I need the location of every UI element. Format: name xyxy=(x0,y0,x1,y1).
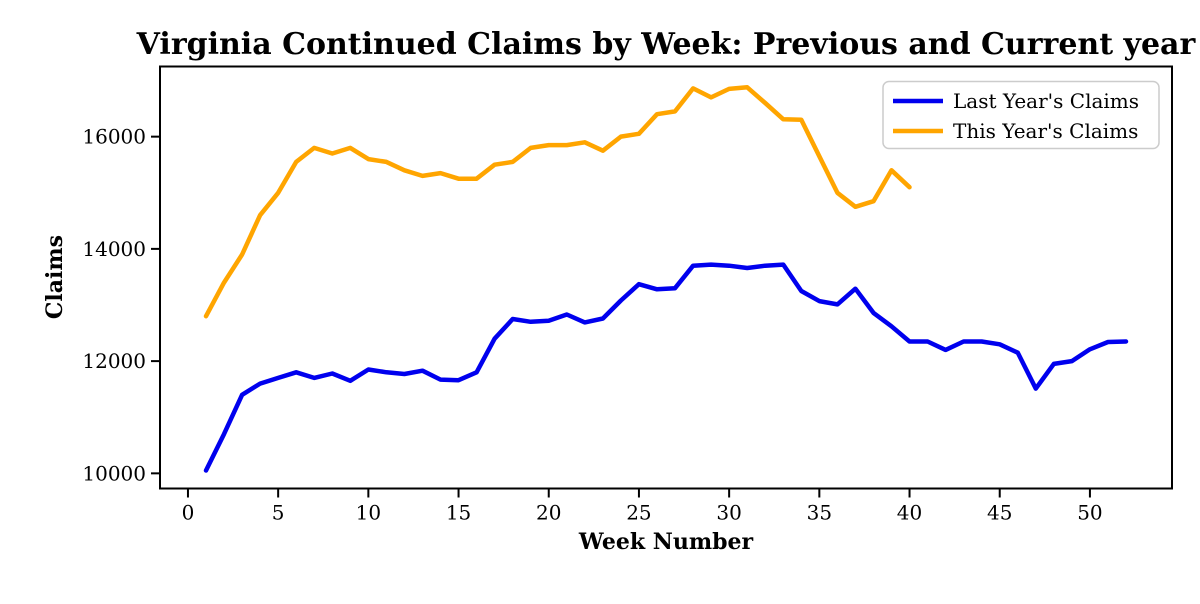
y-axis-label: Claims xyxy=(42,235,68,319)
y-tick-label: 10000 xyxy=(82,461,146,485)
x-tick-label: 25 xyxy=(626,501,651,525)
x-tick-label: 35 xyxy=(807,501,832,525)
x-tick-label: 45 xyxy=(987,501,1012,525)
x-tick-label: 15 xyxy=(446,501,471,525)
y-axis-ticks: 10000 12000 14000 16000 xyxy=(82,125,160,485)
x-tick-label: 50 xyxy=(1077,501,1102,525)
x-axis-label: Week Number xyxy=(578,529,754,555)
y-tick-label: 16000 xyxy=(82,125,146,149)
x-tick-label: 0 xyxy=(182,501,195,525)
plot-area xyxy=(159,65,1173,490)
legend-label-last-year: Last Year's Claims xyxy=(953,89,1139,113)
x-tick-label: 40 xyxy=(897,501,922,525)
y-tick-label: 12000 xyxy=(82,349,146,373)
series-line-last-year xyxy=(203,262,1129,473)
x-tick-label: 30 xyxy=(716,501,741,525)
legend: Last Year's Claims This Year's Claims xyxy=(882,80,1160,150)
x-tick-label: 10 xyxy=(356,501,381,525)
series-line-this-year xyxy=(203,85,912,319)
legend-box xyxy=(882,80,1160,150)
legend-label-this-year: This Year's Claims xyxy=(953,119,1138,143)
x-tick-label: 20 xyxy=(536,501,561,525)
x-tick-label: 5 xyxy=(272,501,285,525)
x-axis-ticks: 0 5 10 15 20 25 30 35 40 45 50 xyxy=(182,488,1103,525)
y-tick-label: 14000 xyxy=(82,237,146,261)
series-lines xyxy=(203,85,1129,473)
chart-title: Virginia Continued Claims by Week: Previ… xyxy=(136,27,1197,62)
